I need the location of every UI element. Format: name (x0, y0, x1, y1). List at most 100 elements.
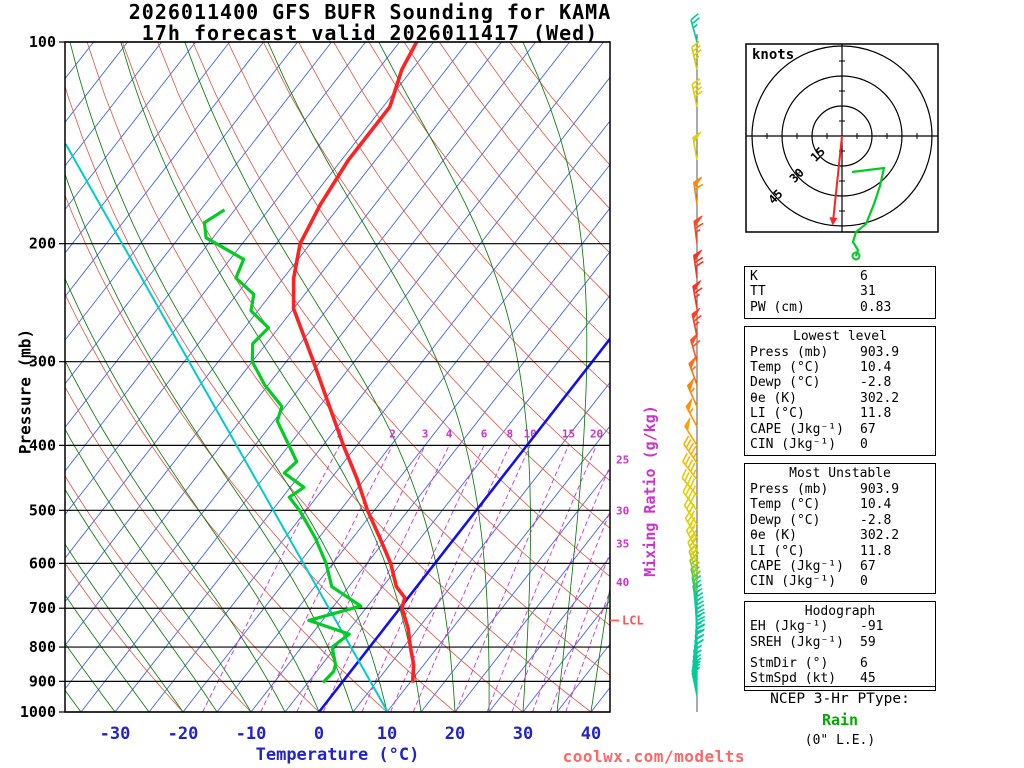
panel-row: LI (°C) 11.8 (750, 544, 930, 559)
chart-title: 2026011400 GFS BUFR Sounding for KAMA (128, 0, 612, 24)
metric-value: 10.4 (860, 360, 892, 376)
metric-label: PW (cm) (750, 299, 805, 315)
panel-row: Press (mb) 903.9 (750, 482, 930, 497)
metric-label: θe (K) (750, 528, 797, 544)
metric-label: StmDir (°) (750, 655, 829, 671)
panel-indices: K 6 TT 31 PW (cm) 0.83 (744, 266, 936, 320)
chart-subtitle: 17h forecast valid 2026011417 (Wed) (141, 21, 599, 45)
panel-header: Lowest level (793, 329, 887, 345)
panel-row: θe (K) 302.2 (750, 391, 930, 406)
svg-text:20: 20 (590, 427, 603, 440)
panel-row: TT 31 (750, 284, 930, 299)
svg-text:30: 30 (513, 724, 533, 744)
panel-row: SREH (Jkg⁻¹) 59 (750, 635, 930, 650)
metric-label: Temp (°C) (750, 360, 821, 376)
metric-value: 6 (860, 269, 868, 284)
metric-label: SREH (Jkg⁻¹) (750, 634, 844, 650)
metric-value: 10.4 (860, 497, 892, 513)
svg-text:500: 500 (29, 501, 56, 519)
panel-row: LI (°C) 11.8 (750, 406, 930, 421)
metric-label: K (750, 269, 758, 284)
metric-label: Press (mb) (750, 481, 829, 497)
parcel-trace-line (65, 143, 389, 712)
panel-row: Dewp (°C) -2.8 (750, 375, 930, 390)
metric-label: Press (mb) (750, 344, 829, 360)
svg-text:600: 600 (29, 554, 56, 572)
temperature-axis-label: Temperature (°C) (255, 745, 420, 765)
metric-value: -2.8 (860, 512, 892, 528)
metric-label: CIN (Jkg⁻¹) (750, 574, 837, 590)
metric-label: CAPE (Jkg⁻¹) (750, 558, 844, 574)
svg-text:0: 0 (314, 724, 324, 744)
panel-row: CIN (Jkg⁻¹) 0 (750, 437, 930, 452)
ptype-title: NCEP 3-Hr PType: (770, 691, 910, 707)
metric-value: 31 (860, 284, 876, 300)
svg-text:200: 200 (29, 235, 56, 253)
svg-text:20: 20 (445, 724, 465, 744)
metric-value: 6 (860, 655, 868, 671)
lcl-marker: LCL (610, 613, 644, 627)
metric-label: CAPE (Jkg⁻¹) (750, 421, 844, 437)
panel-row: Temp (°C) 10.4 (750, 497, 930, 512)
svg-text:40: 40 (581, 724, 601, 744)
svg-text:6: 6 (481, 427, 488, 440)
svg-text:15: 15 (562, 427, 575, 440)
metric-label: Dewp (°C) (750, 375, 821, 391)
svg-text:3: 3 (422, 427, 429, 440)
metric-value: 67 (860, 558, 876, 574)
panel-most-unstable: Most Unstable Press (mb) 903.9 Temp (°C) 10.… (744, 463, 936, 594)
metric-value: 0 (860, 574, 868, 590)
ptype-extra: (0" L.E.) (804, 733, 876, 748)
freezing-isotherm (317, 336, 610, 712)
metric-value: 45 (860, 671, 876, 687)
metric-value: 0.83 (860, 299, 892, 315)
panel-row: Press (mb) 903.9 (750, 345, 930, 360)
pressure-axis-label: Pressure (mb) (15, 328, 35, 455)
panel-row: EH (Jkg⁻¹) -91 (750, 619, 930, 634)
metric-value: 302.2 (860, 390, 900, 406)
metric-value: 903.9 (860, 481, 900, 497)
metric-label: EH (Jkg⁻¹) (750, 619, 829, 635)
svg-text:LCL: LCL (622, 613, 644, 627)
temperature-tick-labels: -30 -20 -10 0 10 20 30 40 (100, 724, 602, 744)
panel-row: PW (cm) 0.83 (750, 300, 930, 315)
mixing-ratio-axis-label: Mixing Ratio (g/kg) (641, 405, 659, 577)
ptype-value: Rain (821, 711, 859, 729)
svg-text:10: 10 (377, 724, 397, 744)
panel-hodograph: Hodograph EH (Jkg⁻¹) -91 SREH (Jkg⁻¹) 59 StmD… (744, 600, 936, 691)
storm-motion-arrow (832, 135, 843, 220)
svg-text:2: 2 (389, 427, 396, 440)
svg-text:25: 25 (616, 454, 629, 467)
svg-text:35: 35 (616, 537, 629, 550)
metric-value: 59 (860, 634, 876, 650)
panel-row: Temp (°C) 10.4 (750, 360, 930, 375)
svg-text:-20: -20 (168, 724, 199, 744)
metric-label: Temp (°C) (750, 497, 821, 513)
metric-label: LI (°C) (750, 543, 805, 559)
panel-header: Most Unstable (789, 466, 891, 482)
site-watermark[interactable]: coolwx.com/modelts (562, 747, 745, 766)
svg-text:100: 100 (29, 33, 56, 51)
metric-label: CIN (Jkg⁻¹) (750, 437, 837, 453)
panel-row: StmDir (°) 6 (750, 656, 930, 671)
svg-text:900: 900 (29, 672, 56, 690)
panel-row: θe (K) 302.2 (750, 528, 930, 543)
metric-value: 67 (860, 421, 876, 437)
metric-value: -2.8 (860, 375, 892, 391)
metric-value: 0 (860, 437, 868, 453)
panel-row: CAPE (Jkg⁻¹) 67 (750, 559, 930, 574)
panel-row: CAPE (Jkg⁻¹) 67 (750, 422, 930, 437)
metric-value: -91 (860, 619, 884, 635)
sounding-curves (65, 42, 419, 712)
svg-text:8: 8 (506, 427, 513, 440)
metric-value: 302.2 (860, 528, 900, 544)
metric-label: TT (750, 284, 766, 300)
svg-text:400: 400 (29, 436, 56, 454)
metric-label: StmSpd (kt) (750, 671, 837, 687)
svg-text:300: 300 (29, 353, 56, 371)
